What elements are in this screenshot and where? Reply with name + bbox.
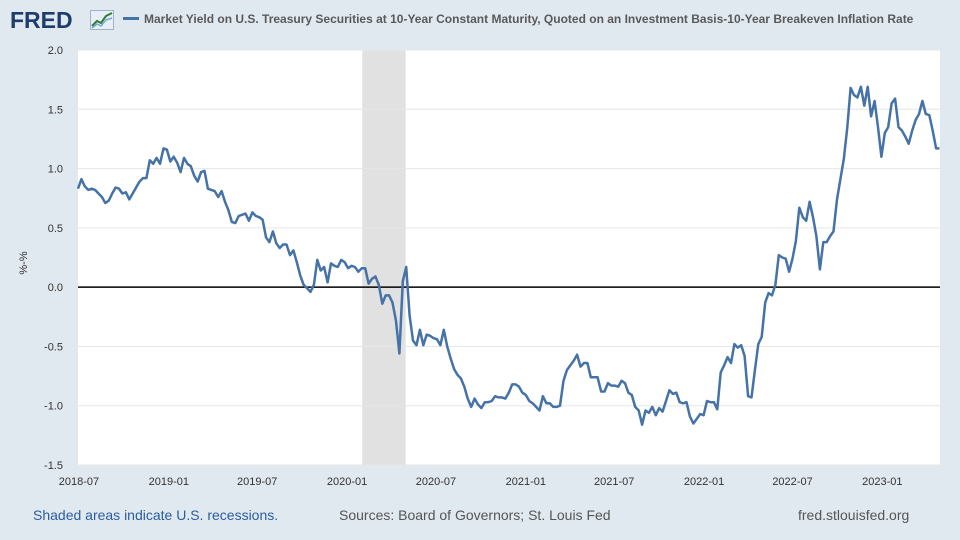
series-title[interactable]: Market Yield on U.S. Treasury Securities… [144,12,914,26]
x-tick-label: 2021-07 [594,476,634,488]
x-tick-label: 2020-01 [327,476,367,488]
site-link[interactable]: fred.stlouisfed.org [798,507,910,523]
x-tick-label: 2019-07 [237,476,277,488]
y-tick-label: -1.5 [44,460,63,472]
x-tick-label: 2019-01 [149,476,189,488]
x-tick-labels: 2018-07 2019-01 2019-07 2020-01 2020-07 2021-… [59,476,903,488]
sources-text: Sources: Board of Governors; St. Louis F… [339,507,611,523]
y-tick-label: 1.0 [48,164,63,176]
y-tick-label: -0.5 [44,341,63,353]
plot-area [78,50,940,465]
x-tick-label: 2023-01 [862,476,902,488]
x-tick-label: 2020-07 [416,476,456,488]
x-tick-label: 2018-07 [59,476,99,488]
y-tick-label: 1.5 [48,104,63,116]
recession-note-link[interactable]: Shaded areas indicate U.S. recessions. [33,507,279,523]
fred-logo[interactable]: FRED [10,7,73,33]
y-tick-label: 0.0 [48,282,63,294]
line-chart-icon [90,10,114,30]
chart-header: FRED Market Yield on U.S. Treasury Secur… [0,0,960,40]
y-tick-label: -1.0 [44,401,63,413]
y-tick-label: 0.5 [48,223,63,235]
x-tick-label: 2022-01 [684,476,724,488]
recession-shade [362,50,406,465]
x-tick-label: 2022-07 [772,476,812,488]
x-tick-label: 2021-01 [506,476,546,488]
legend-swatch [123,17,139,20]
y-tick-labels: 2.0 1.5 1.0 0.5 0.0 -0.5 -1.0 -1.5 [44,45,63,472]
series-line[interactable] [76,85,940,426]
recession-layer [362,50,406,465]
y-tick-label: 2.0 [48,45,63,57]
